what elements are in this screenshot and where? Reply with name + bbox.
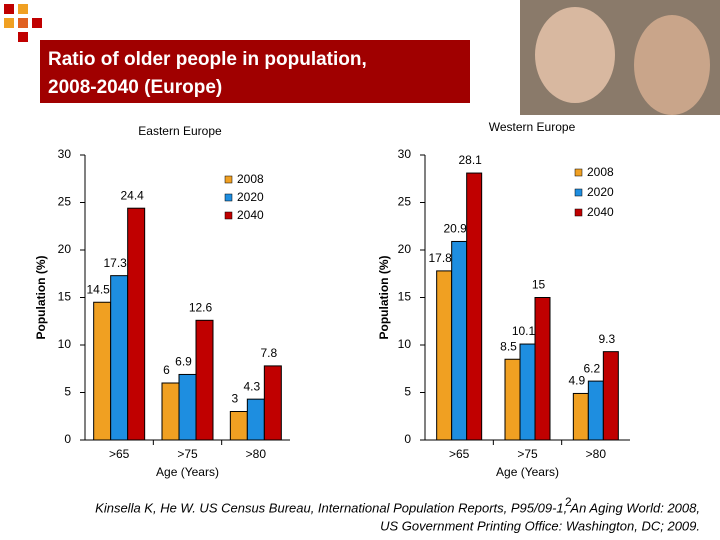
legend-swatch (574, 168, 583, 177)
x-tick-label: >75 (177, 447, 198, 461)
bar (110, 275, 129, 441)
bar (263, 365, 282, 441)
title: 2008-2040 (Europe) (48, 77, 222, 98)
legend-label: 2020 (587, 185, 614, 199)
x-axis-label: Age (Years) (156, 465, 219, 479)
x-axis-label: Age (Years) (496, 465, 559, 479)
y-tick-label: 15 (398, 290, 412, 304)
data-label: 3 (231, 392, 238, 406)
legend-swatch (574, 208, 583, 217)
legend-label: 2040 (237, 208, 264, 222)
bar (587, 380, 604, 441)
y-tick-label: 10 (58, 337, 72, 351)
data-label: 24.4 (120, 188, 144, 202)
data-label: 28.1 (458, 153, 482, 167)
data-label: 12.6 (189, 300, 213, 314)
y-tick-label: 0 (404, 432, 411, 446)
y-tick-label: 15 (58, 290, 72, 304)
legend-label: 2040 (587, 205, 614, 219)
deco-square (18, 32, 28, 42)
y-tick-label: 30 (58, 147, 72, 161)
bar (602, 351, 619, 441)
bar (178, 373, 197, 441)
bar (229, 411, 248, 441)
y-tick-label: 5 (64, 385, 71, 399)
bar (534, 297, 551, 441)
y-axis-label: Population (%) (377, 256, 391, 340)
x-tick-label: >80 (586, 447, 607, 461)
x-tick-label: >65 (109, 447, 130, 461)
slide-number: 2 (565, 495, 572, 509)
deco-square (32, 18, 42, 28)
bar (504, 358, 521, 441)
y-tick-label: 25 (58, 195, 72, 209)
data-label: 9.3 (598, 332, 615, 346)
data-label: 6.9 (175, 355, 192, 369)
data-label: 6 (163, 363, 170, 377)
bar (572, 392, 589, 441)
data-label: 7.8 (260, 346, 277, 360)
footer: US Government Printing Office: Washingto… (380, 518, 700, 533)
legend-swatch (574, 188, 583, 197)
data-label: 8.5 (500, 339, 517, 353)
footer: Kinsella K, He W. US Census Bureau, Inte… (95, 500, 700, 515)
legend-swatch (224, 211, 233, 220)
data-label: 15 (532, 278, 546, 292)
y-tick-label: 0 (64, 432, 71, 446)
data-label: 6.2 (583, 361, 600, 375)
title-box (40, 40, 470, 103)
data-label: 10.1 (512, 324, 536, 338)
y-tick-label: 10 (398, 337, 412, 351)
legend-swatch (224, 175, 233, 184)
legend-label: 2008 (587, 165, 614, 179)
bar (127, 207, 146, 441)
data-label: 17.3 (103, 256, 127, 270)
bar (161, 382, 180, 441)
deco-square (18, 4, 28, 14)
data-label: 17.8 (428, 251, 452, 265)
data-label: 20.9 (443, 222, 467, 236)
x-tick-label: >65 (449, 447, 470, 461)
legend-label: 2008 (237, 172, 264, 186)
title: Ratio of older people in population, (48, 49, 367, 70)
y-axis-label: Population (%) (34, 256, 48, 340)
data-label: 4.9 (568, 374, 585, 388)
chart-title: Eastern Europe (138, 124, 222, 138)
deco-square (4, 4, 14, 14)
bar (246, 398, 265, 441)
deco-square (18, 18, 28, 28)
y-tick-label: 5 (404, 385, 411, 399)
y-tick-label: 30 (398, 147, 412, 161)
x-tick-label: >80 (246, 447, 267, 461)
photo-face (634, 15, 710, 115)
y-tick-label: 20 (58, 242, 72, 256)
x-tick-label: >75 (517, 447, 538, 461)
data-label: 14.5 (86, 282, 110, 296)
bar (436, 270, 453, 441)
bar (195, 319, 214, 441)
bar (93, 301, 112, 441)
photo-face (535, 7, 615, 103)
y-tick-label: 20 (398, 242, 412, 256)
y-tick-label: 25 (398, 195, 412, 209)
bar (451, 240, 468, 441)
legend-label: 2020 (237, 190, 264, 204)
chart-title: Western Europe (489, 120, 576, 134)
data-label: 4.3 (243, 379, 260, 393)
bar (519, 343, 536, 441)
legend-swatch (224, 193, 233, 202)
deco-square (4, 18, 14, 28)
bar (466, 172, 483, 441)
